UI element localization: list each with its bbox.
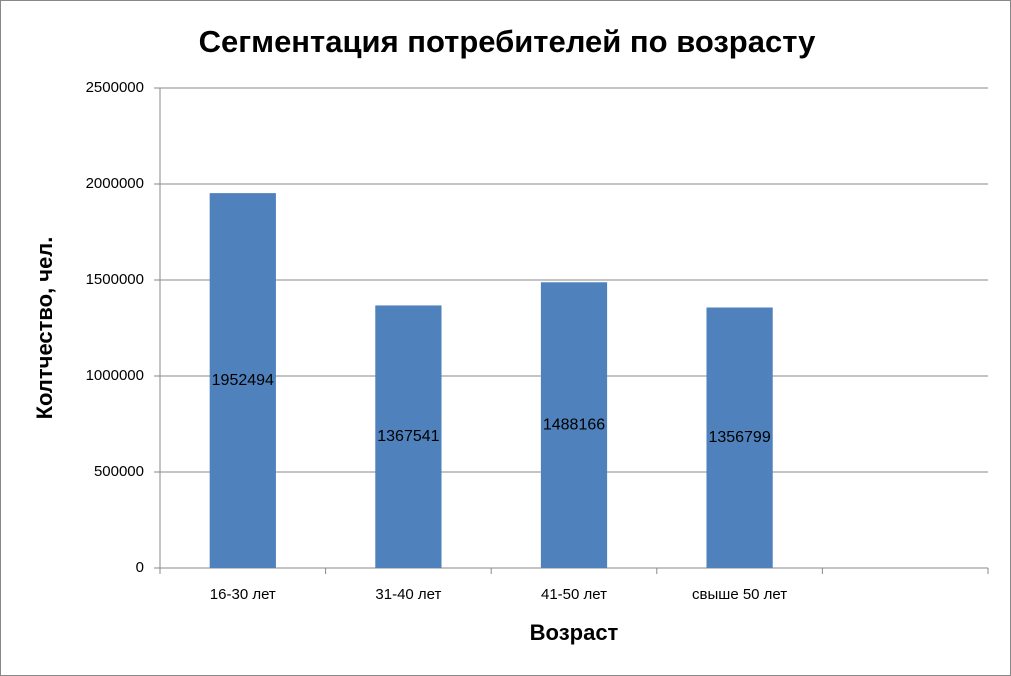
data-label: 1952494	[212, 372, 274, 389]
data-label: 1356799	[708, 429, 770, 446]
bar	[209, 193, 276, 568]
bar	[375, 305, 442, 568]
data-label: 1367541	[377, 428, 439, 445]
y-axis-title: Колтчество, чел.	[32, 237, 57, 420]
bar	[706, 307, 773, 568]
y-tick-label: 1500000	[86, 271, 144, 288]
chart-title: Сегментация потребителей по возрасту	[199, 24, 817, 59]
x-tick-label: свыше 50 лет	[692, 586, 787, 603]
data-label: 1488166	[543, 416, 605, 433]
y-tick-label: 1000000	[86, 367, 144, 384]
y-tick-label: 2000000	[86, 175, 144, 192]
x-tick-label: 16-30 лет	[210, 586, 276, 603]
x-tick-label: 41-50 лет	[541, 586, 607, 603]
y-tick-label: 2500000	[86, 79, 144, 96]
x-tick-label: 31-40 лет	[375, 586, 441, 603]
y-tick-label: 500000	[94, 463, 144, 480]
x-axis-title: Возраст	[530, 620, 619, 645]
bar	[540, 282, 608, 568]
y-tick-label: 0	[136, 559, 144, 576]
